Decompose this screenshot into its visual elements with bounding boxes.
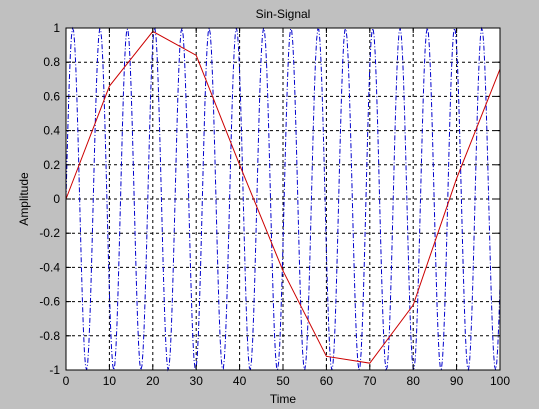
chart-title: Sin-Signal: [256, 7, 311, 21]
y-tick-label-7: 0.4: [43, 124, 60, 138]
y-tick-label-10: 1: [53, 21, 60, 35]
y-tick-label-8: 0.6: [43, 89, 60, 103]
y-tick-label-6: 0.2: [43, 158, 60, 172]
x-tick-label-3: 30: [190, 374, 204, 388]
x-tick-label-7: 70: [363, 374, 377, 388]
series-line-1: [65, 30, 501, 364]
y-tick-label-5: 0: [53, 192, 60, 206]
x-tick-label-2: 20: [146, 374, 160, 388]
y-tick-label-3: -0.4: [39, 260, 60, 274]
y-tick-label-2: -0.6: [39, 295, 60, 309]
tick-marks: [65, 27, 501, 371]
x-tick-label-9: 90: [450, 374, 464, 388]
series-layer: [65, 26, 501, 372]
x-tick-label-10: 100: [490, 374, 510, 388]
x-tick-label-0: 0: [63, 374, 70, 388]
y-tick-label-0: -1: [49, 363, 60, 377]
x-tick-label-8: 80: [407, 374, 421, 388]
y-tick-labels: -1 -0.8 -0.6 -0.4 -0.2 0 0.2 0.4 0.6 0.8 1: [39, 21, 60, 377]
x-axis-title: Time: [270, 392, 297, 406]
grid-lines: [66, 28, 500, 370]
y-tick-label-1: -0.8: [39, 329, 60, 343]
y-tick-label-9: 0.8: [43, 55, 60, 69]
x-tick-label-1: 10: [103, 374, 117, 388]
x-tick-label-4: 40: [233, 374, 247, 388]
y-axis-title: Amplitude: [17, 172, 31, 226]
series-line-0: [65, 26, 501, 372]
x-tick-labels: 0 10 20 30 40 50 60 70 80 90 100: [63, 374, 511, 388]
x-tick-label-6: 60: [320, 374, 334, 388]
y-tick-label-4: -0.2: [39, 226, 60, 240]
x-tick-label-5: 50: [276, 374, 290, 388]
